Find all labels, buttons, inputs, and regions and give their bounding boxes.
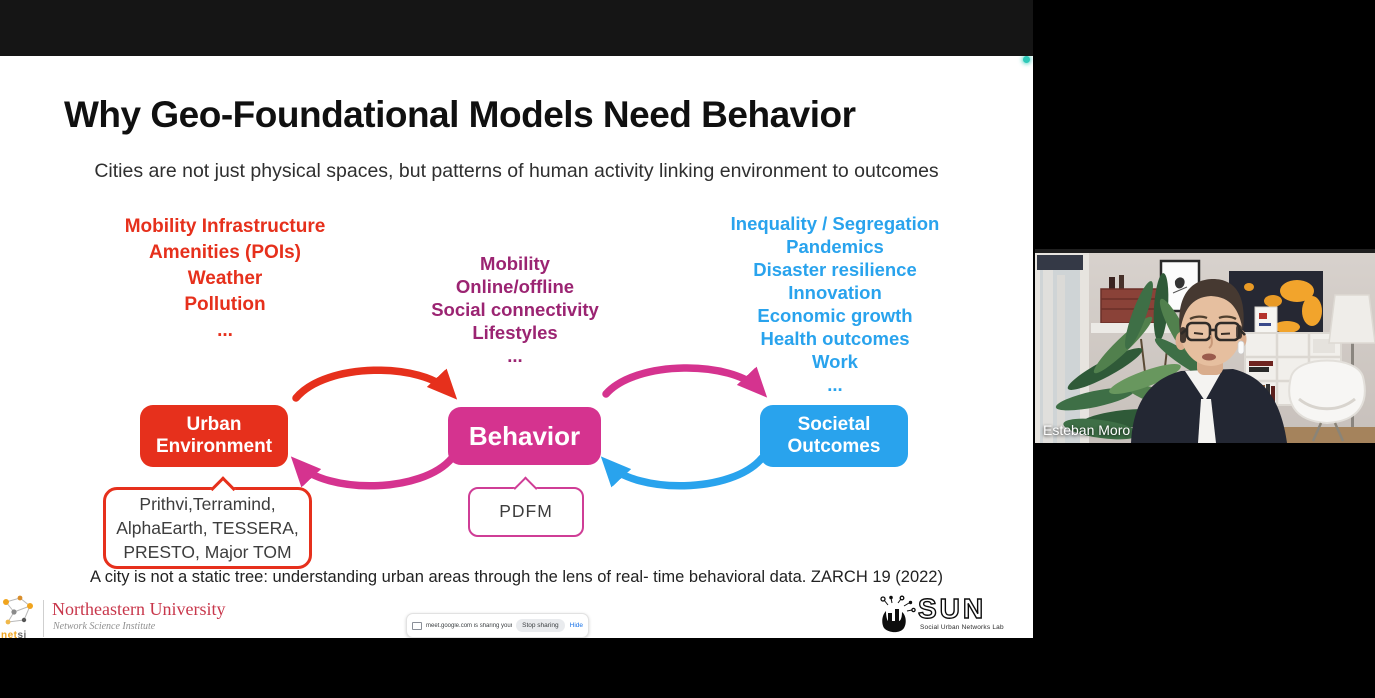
node-urban-environment: Urban Environment bbox=[140, 405, 288, 467]
list-item: Amenities (POIs) bbox=[148, 242, 302, 263]
list-item: Mobility bbox=[480, 253, 550, 274]
list-item: ... bbox=[827, 374, 843, 395]
list-item: Economic growth bbox=[757, 305, 913, 326]
callout-pdfm: PDFM bbox=[468, 476, 584, 537]
list-item: Online/offline bbox=[455, 276, 575, 297]
citation-text: A city is not a static tree: understandi… bbox=[90, 568, 943, 586]
share-message: meet.google.com is sharing your screen. bbox=[426, 622, 513, 629]
webcam-video-tile[interactable]: Esteban Moro bbox=[1035, 249, 1375, 443]
slide-title: Why Geo-Foundational Models Need Behavio… bbox=[64, 94, 856, 135]
webcam-scene bbox=[1035, 249, 1375, 443]
sun-label: Social Urban Networks Lab bbox=[920, 624, 1004, 631]
list-item: Health outcomes bbox=[760, 328, 910, 349]
netsi-logo: netsi bbox=[0, 594, 40, 638]
hide-link[interactable]: Hide bbox=[569, 622, 583, 629]
white-chair bbox=[1288, 359, 1366, 442]
list-item: Mobility Infrastructure bbox=[124, 216, 326, 237]
arrow-behavior-to-urban bbox=[290, 454, 456, 490]
urban-environment-list: Mobility Infrastructure Amenities (POIs)… bbox=[60, 214, 390, 344]
arrow-societal-to-behavior bbox=[600, 454, 766, 490]
callout-geo-models: Prithvi,Terramind, AlphaEarth, TESSERA, … bbox=[103, 476, 312, 569]
list-item: ... bbox=[507, 345, 523, 366]
netsi-wordmark: netsi bbox=[1, 630, 27, 638]
callout-text: PDFM bbox=[499, 501, 553, 521]
map-artwork bbox=[1229, 271, 1323, 341]
node-behavior: Behavior bbox=[448, 407, 601, 465]
node-societal-outcomes: Societal Outcomes bbox=[760, 405, 908, 467]
callout-line: Prithvi,Terramind, bbox=[139, 494, 276, 514]
sun-lab-logo: SUN Social Urban Networks Lab bbox=[878, 592, 1028, 638]
top-letterbox bbox=[0, 0, 1033, 56]
window bbox=[1035, 253, 1089, 443]
glasses-icon bbox=[1180, 321, 1246, 342]
netsi-network-icon bbox=[3, 595, 33, 625]
list-item: Lifestyles bbox=[472, 322, 558, 343]
list-item: Pandemics bbox=[786, 236, 884, 257]
list-item: ... bbox=[217, 320, 233, 341]
list-item: Weather bbox=[187, 268, 263, 289]
sun-acronym: SUN bbox=[917, 592, 987, 624]
footer-divider bbox=[43, 600, 44, 637]
earbud-icon bbox=[1237, 340, 1245, 355]
list-item: Social connectivity bbox=[431, 299, 599, 320]
arrow-urban-to-behavior bbox=[292, 366, 458, 402]
university-name: Northeastern University bbox=[52, 599, 226, 619]
slide-subtitle: Cities are not just physical spaces, but… bbox=[94, 160, 939, 182]
wood-floor bbox=[1261, 427, 1375, 443]
callout-line: PRESTO, Major TOM bbox=[123, 542, 292, 562]
callout-line: AlphaEarth, TESSERA, bbox=[116, 518, 299, 538]
callout-tail bbox=[513, 476, 538, 501]
behavior-list: Mobility Online/offline Social connectiv… bbox=[370, 252, 660, 367]
list-item: Disaster resilience bbox=[753, 259, 917, 280]
shared-slide: Why Geo-Foundational Models Need Behavio… bbox=[0, 56, 1033, 638]
screen-share-bar: meet.google.com is sharing your screen. … bbox=[406, 613, 589, 638]
list-item: Inequality / Segregation bbox=[730, 213, 940, 234]
list-item: Innovation bbox=[788, 282, 882, 303]
list-item: Pollution bbox=[184, 294, 266, 315]
societal-outcomes-list: Inequality / Segregation Pandemics Disas… bbox=[690, 212, 980, 396]
screen-share-icon bbox=[412, 621, 422, 630]
sun-city-icon bbox=[880, 595, 916, 633]
annotation-cursor-dot bbox=[1023, 56, 1030, 63]
list-item: Work bbox=[812, 351, 858, 372]
institute-name: Network Science Institute bbox=[53, 621, 156, 632]
participant-person bbox=[1131, 279, 1287, 443]
stop-sharing-button[interactable]: Stop sharing bbox=[516, 619, 565, 632]
participant-name-label: Esteban Moro bbox=[1043, 422, 1131, 438]
